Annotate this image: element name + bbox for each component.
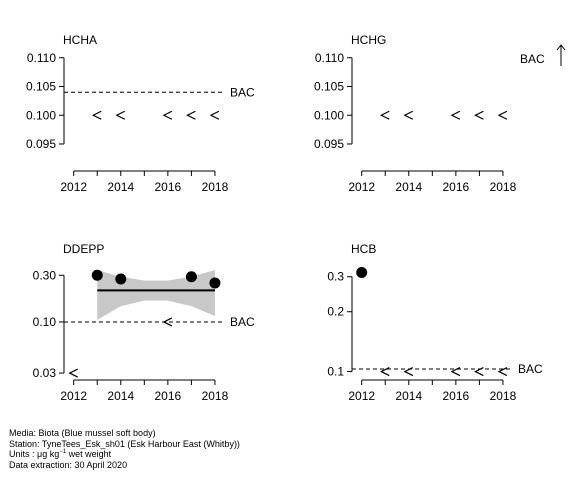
x-tick-label: 2018 bbox=[490, 389, 517, 403]
less-than-marker bbox=[474, 110, 484, 120]
x-tick-label: 2012 bbox=[348, 180, 375, 194]
y-tick-label: 0.2 bbox=[327, 305, 344, 319]
reference-line-label: BAC bbox=[520, 52, 545, 66]
footer-units-sup: −1 bbox=[59, 449, 67, 455]
panel-title: DDEPP bbox=[63, 242, 104, 256]
less-than-marker bbox=[209, 110, 220, 120]
y-tick-label: 0.100 bbox=[314, 108, 344, 122]
y-tick-label: 0.03 bbox=[33, 366, 57, 380]
less-than-marker bbox=[162, 317, 173, 327]
x-tick-label: 2016 bbox=[443, 389, 470, 403]
reference-arrow-head bbox=[556, 44, 566, 51]
less-than-marker bbox=[403, 110, 414, 120]
less-than-marker bbox=[91, 110, 102, 120]
reference-line-label: BAC bbox=[230, 85, 255, 99]
footer-units-mu: μg kg bbox=[37, 449, 60, 459]
reference-line-label: BAC bbox=[518, 362, 543, 376]
data-point bbox=[185, 271, 197, 283]
footer-units-suffix: wet weight bbox=[66, 449, 112, 459]
y-tick-label: 0.30 bbox=[33, 268, 57, 282]
less-than-marker bbox=[450, 110, 461, 120]
less-than-marker bbox=[403, 367, 414, 377]
y-tick-label: 0.10 bbox=[33, 315, 57, 329]
x-tick-label: 2016 bbox=[155, 180, 182, 194]
y-tick-label: 0.105 bbox=[26, 80, 56, 94]
less-than-marker bbox=[115, 110, 126, 120]
x-tick-label: 2012 bbox=[60, 389, 87, 403]
x-tick-label: 2012 bbox=[60, 180, 87, 194]
x-tick-label: 2018 bbox=[202, 389, 229, 403]
y-tick-label: 0.105 bbox=[314, 80, 344, 94]
y-tick-label: 0.110 bbox=[315, 51, 344, 65]
less-than-marker bbox=[497, 367, 508, 377]
less-than-marker bbox=[379, 367, 390, 377]
y-tick-label: 0.100 bbox=[26, 108, 56, 122]
data-point bbox=[115, 273, 127, 285]
x-tick-label: 2016 bbox=[443, 180, 470, 194]
x-tick-label: 2012 bbox=[348, 389, 375, 403]
x-tick-label: 2014 bbox=[395, 180, 422, 194]
y-tick-label: 0.3 bbox=[327, 270, 344, 284]
footer-units: Units : μg kg−1 wet weight bbox=[9, 449, 240, 460]
chart-panel-hcha: HCHA 0.110 0.105 0.100 0.095 2012 2014 2016 2018… bbox=[26, 33, 255, 194]
footer-extraction: Data extraction: 30 April 2020 bbox=[9, 459, 128, 470]
reference-line-label: BAC bbox=[230, 315, 255, 329]
panel-title: HCHG bbox=[351, 33, 386, 47]
footer-metadata: Media: Biota (Blue mussel soft body) Sta… bbox=[9, 428, 240, 470]
x-tick-label: 2018 bbox=[490, 180, 517, 194]
chart-panel-hchg: HCHG 0.110 0.105 0.100 0.095 2012 2014 2016 2018… bbox=[314, 33, 566, 194]
chart-canvas: HCHA 0.110 0.105 0.100 0.095 2012 2014 2016 2018… bbox=[26, 33, 566, 403]
footer-media: Media: Biota (Blue mussel soft body) bbox=[9, 428, 156, 438]
footer-units-prefix: Units : bbox=[9, 449, 38, 459]
less-than-marker bbox=[68, 368, 78, 378]
y-tick-label: 0.095 bbox=[26, 137, 56, 151]
x-tick-label: 2014 bbox=[107, 180, 134, 194]
less-than-marker bbox=[450, 367, 461, 377]
confidence-band bbox=[97, 269, 215, 320]
less-than-marker bbox=[162, 110, 173, 120]
less-than-marker bbox=[497, 110, 508, 120]
x-tick-label: 2014 bbox=[395, 389, 422, 403]
data-point bbox=[356, 267, 368, 279]
y-tick-label: 0.095 bbox=[314, 137, 344, 151]
x-tick-label: 2014 bbox=[107, 389, 134, 403]
data-point bbox=[209, 277, 221, 289]
footer-station: Station: TyneTees_Esk_sh01 (Esk Harbour … bbox=[9, 438, 240, 449]
x-tick-label: 2016 bbox=[155, 389, 182, 403]
data-point bbox=[91, 269, 103, 281]
less-than-marker bbox=[186, 110, 196, 120]
x-tick-label: 2018 bbox=[202, 180, 229, 194]
y-tick-label: 0.1 bbox=[327, 365, 344, 379]
less-than-marker bbox=[474, 367, 484, 377]
panel-title: HCB bbox=[351, 242, 376, 256]
less-than-marker bbox=[379, 110, 390, 120]
panel-title: HCHA bbox=[63, 33, 97, 47]
y-tick-label: 0.110 bbox=[27, 51, 56, 65]
